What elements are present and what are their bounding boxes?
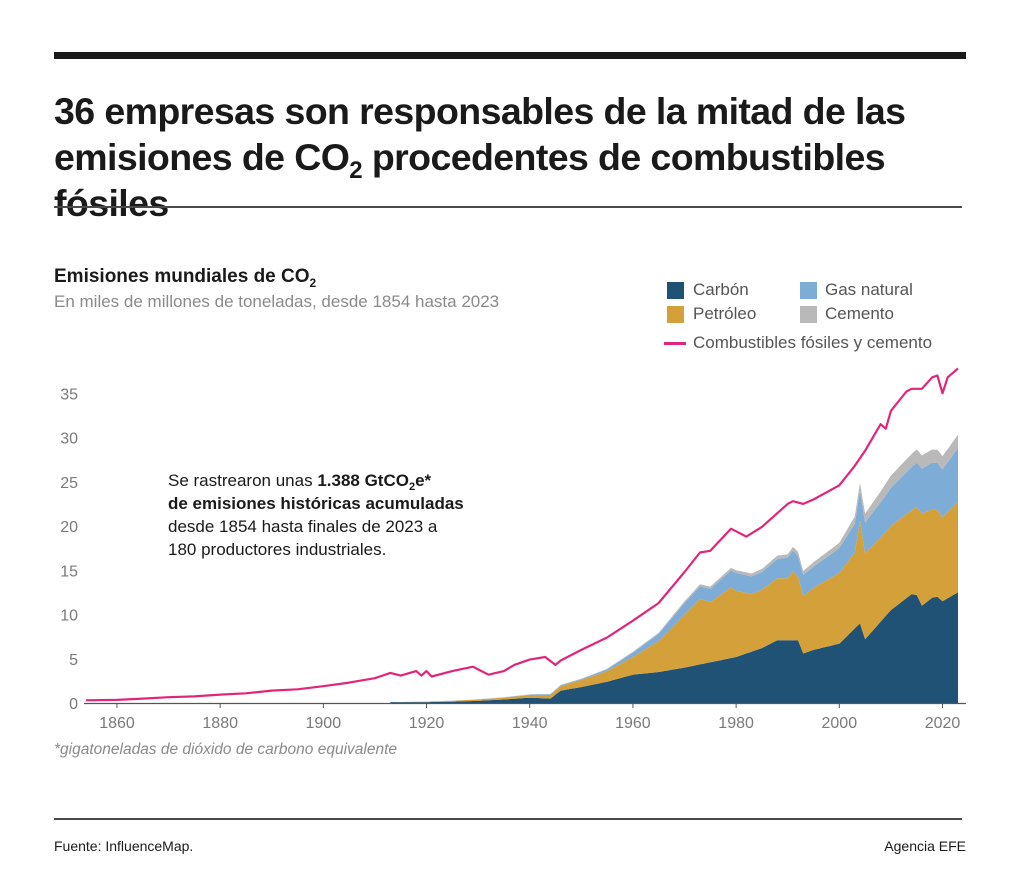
legend-swatch-gas — [800, 282, 817, 299]
headline: 36 empresas son responsables de la mitad… — [54, 90, 906, 224]
legend-swatch-coal — [667, 282, 684, 299]
x-tick-label-1980: 1980 — [718, 715, 754, 732]
y-tick-label-35: 35 — [60, 386, 78, 403]
line-series-total — [85, 367, 959, 702]
y-tick-label-20: 20 — [60, 519, 78, 536]
y-tick-label-25: 25 — [60, 475, 78, 492]
chart-description: En miles de millones de toneladas, desde… — [54, 292, 500, 311]
legend-swatch-cement — [800, 306, 817, 323]
footnote: *gigatoneladas de dióxido de carbono equ… — [54, 741, 397, 758]
y-tick-label-15: 15 — [60, 563, 78, 580]
x-tick-label-1960: 1960 — [615, 715, 651, 732]
y-tick-label-30: 30 — [60, 431, 78, 448]
x-tick-label-1920: 1920 — [409, 715, 445, 732]
x-tick-label-1860: 1860 — [99, 715, 135, 732]
source-credit: Fuente: InfluenceMap. — [54, 838, 194, 854]
legend-label-total: Combustibles fósiles y cemento — [693, 333, 933, 352]
legend-swatch-oil — [667, 306, 684, 323]
y-tick-label-5: 5 — [69, 652, 78, 669]
area-series-oil — [390, 501, 958, 703]
chart-annotation: Se rastrearon unas 1.388 GtCO2e* de emis… — [164, 467, 532, 563]
x-tick-label-2020: 2020 — [925, 715, 961, 732]
legend-line-total — [664, 342, 686, 345]
headline-divider — [54, 206, 962, 208]
footer-divider — [54, 818, 962, 820]
legend-label-gas: Gas natural — [825, 280, 913, 299]
legend-label-coal: Carbón — [693, 280, 749, 299]
x-tick-label-1900: 1900 — [306, 715, 342, 732]
area-series-coal — [390, 592, 958, 703]
y-tick-label-0: 0 — [69, 696, 78, 713]
y-tick-label-10: 10 — [60, 608, 78, 625]
chart-title: Emisiones mundiales de CO2 — [54, 266, 317, 290]
legend-label-oil: Petróleo — [693, 304, 757, 323]
agency-credit: Agencia EFE — [884, 838, 966, 854]
top-bar — [54, 52, 966, 59]
x-tick-label-2000: 2000 — [822, 715, 858, 732]
legend-label-cement: Cemento — [825, 304, 894, 323]
x-tick-label-1880: 1880 — [202, 715, 238, 732]
x-tick-label-1940: 1940 — [512, 715, 548, 732]
